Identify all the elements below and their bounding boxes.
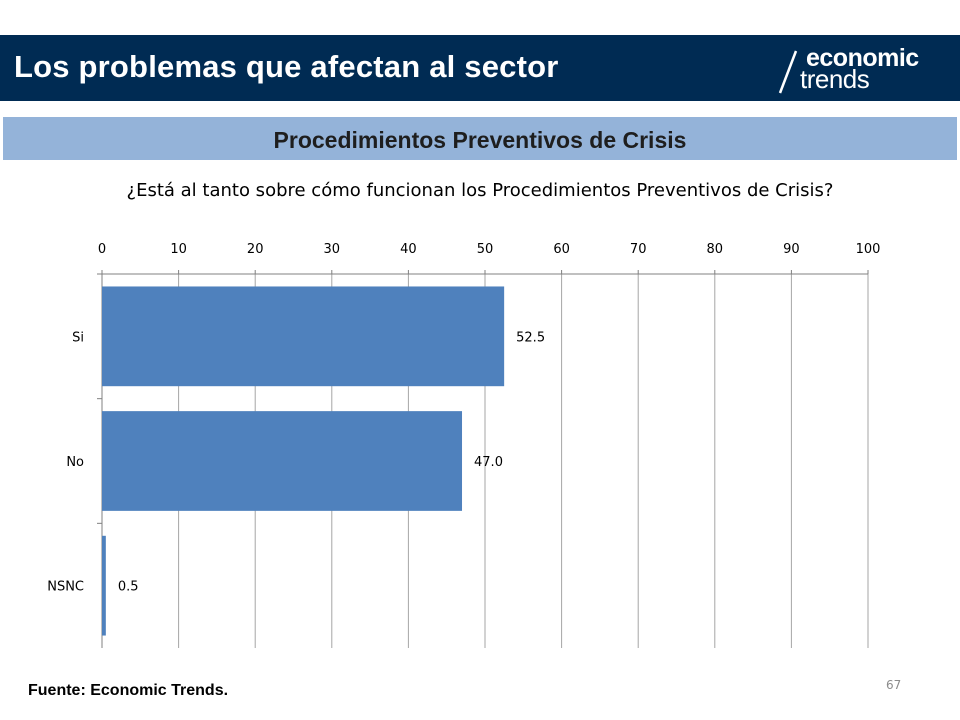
x-tick-label: 20 bbox=[247, 242, 264, 257]
logo-text-economic: economic bbox=[806, 44, 919, 72]
x-tick-label: 10 bbox=[170, 242, 187, 257]
x-tick-label: 30 bbox=[324, 242, 341, 257]
x-tick-label: 90 bbox=[783, 242, 800, 257]
bar-nsnc bbox=[102, 535, 106, 636]
bar-chart: 0 10 20 30 40 50 60 70 80 90 100 Si 52.5 No 47.0 NSNC 0.… bbox=[47, 242, 881, 648]
section-title: Procedimientos Preventivos de Crisis bbox=[273, 127, 687, 153]
page-number: 67 bbox=[886, 678, 902, 692]
category-label: NSNC bbox=[47, 580, 84, 595]
logo-slash-icon bbox=[778, 50, 798, 94]
logo-text-trends: trends bbox=[800, 64, 870, 94]
data-label: 47.0 bbox=[474, 455, 503, 470]
x-tick-label: 70 bbox=[630, 242, 647, 257]
x-tick-label: 80 bbox=[707, 242, 724, 257]
category-label: No bbox=[66, 455, 84, 470]
x-tick-label: 100 bbox=[856, 242, 881, 257]
source-note: Fuente: Economic Trends. bbox=[28, 682, 229, 699]
data-label: 52.5 bbox=[516, 330, 545, 345]
data-label: 0.5 bbox=[118, 580, 139, 595]
x-tick-label: 60 bbox=[553, 242, 570, 257]
slide-title: Los problemas que afectan al sector bbox=[14, 49, 559, 84]
section-band: Procedimientos Preventivos de Crisis bbox=[3, 117, 957, 160]
category-label: Si bbox=[72, 330, 84, 345]
bar-no bbox=[102, 411, 463, 511]
bar-si bbox=[102, 286, 505, 387]
economic-trends-logo: economic trends bbox=[772, 43, 952, 95]
x-tick-label: 50 bbox=[477, 242, 494, 257]
x-tick-label: 0 bbox=[98, 242, 106, 257]
slide-header: Los problemas que afectan al sector econ… bbox=[0, 35, 960, 101]
x-tick-label: 40 bbox=[400, 242, 417, 257]
survey-question: ¿Está al tanto sobre cómo funcionan los … bbox=[126, 180, 834, 201]
